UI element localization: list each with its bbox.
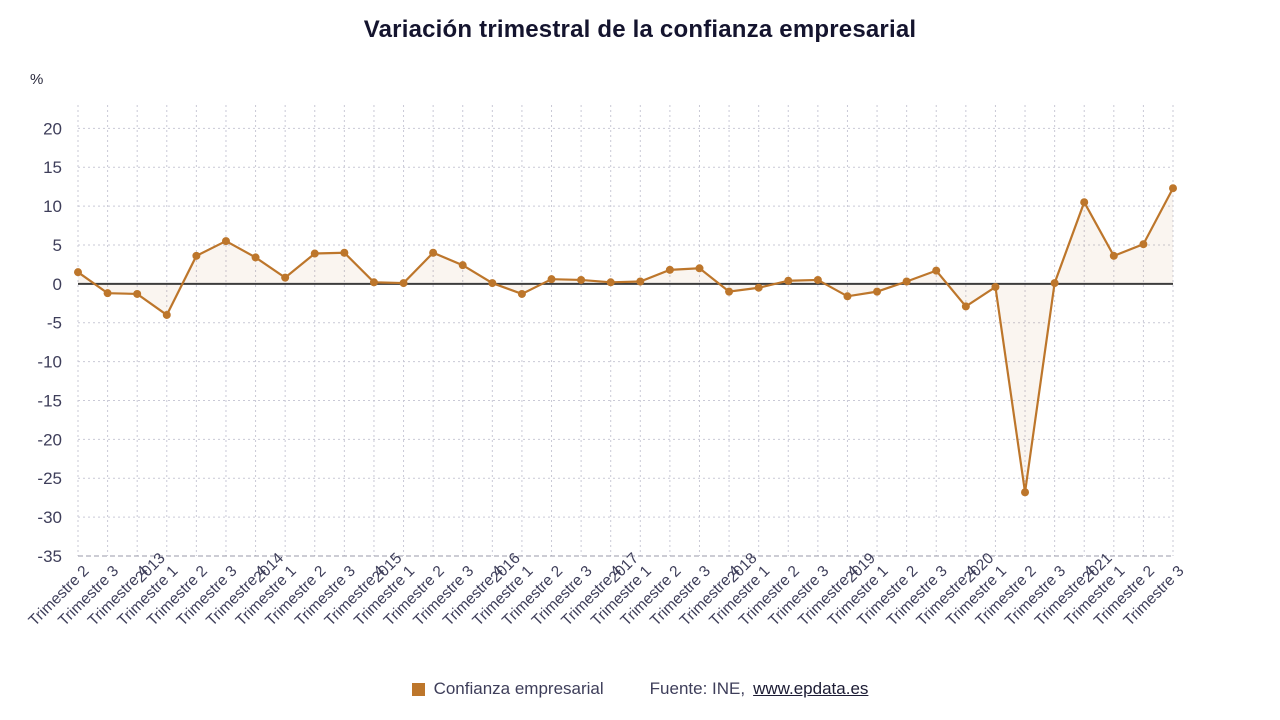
y-tick-label: -20 — [37, 430, 62, 449]
data-point[interactable] — [991, 282, 1000, 291]
legend-series-label: Confianza empresarial — [433, 679, 604, 698]
data-point[interactable] — [1021, 488, 1030, 497]
legend: Confianza empresarial Fuente: INE, www.e… — [0, 676, 1280, 702]
y-tick-label: 15 — [43, 158, 62, 177]
data-point[interactable] — [784, 276, 793, 285]
data-point[interactable] — [399, 279, 408, 288]
y-tick-label: -5 — [47, 314, 62, 333]
data-point[interactable] — [1169, 184, 1177, 193]
data-point[interactable] — [74, 268, 82, 277]
series-line — [77, 187, 1174, 493]
data-point[interactable] — [902, 277, 911, 286]
data-point[interactable] — [725, 287, 734, 296]
data-point[interactable] — [754, 283, 763, 292]
y-tick-label: -25 — [37, 469, 62, 488]
data-point[interactable] — [458, 261, 467, 270]
y-tick-label: -15 — [37, 391, 62, 410]
data-point[interactable] — [577, 275, 586, 284]
data-point[interactable] — [221, 237, 230, 246]
data-point[interactable] — [665, 265, 674, 274]
y-tick-label: -35 — [37, 547, 62, 566]
source-label: Fuente: INE, — [649, 679, 746, 698]
data-point[interactable] — [310, 249, 319, 258]
y-tick-label: -10 — [37, 353, 62, 372]
data-point[interactable] — [961, 302, 970, 311]
data-point[interactable] — [813, 275, 822, 284]
data-point[interactable] — [488, 279, 497, 288]
data-point[interactable] — [517, 289, 526, 298]
data-point[interactable] — [1050, 279, 1059, 288]
legend-marker — [411, 682, 425, 696]
data-point[interactable] — [547, 275, 556, 284]
y-tick-label: -30 — [37, 508, 62, 527]
y-axis-unit-label: % — [30, 71, 44, 88]
data-point[interactable] — [133, 289, 142, 298]
chart-title: Variación trimestral de la confianza emp… — [363, 16, 917, 43]
data-point[interactable] — [281, 273, 290, 282]
data-point[interactable] — [162, 310, 171, 319]
y-tick-label: 20 — [43, 119, 62, 138]
data-point[interactable] — [606, 278, 615, 287]
data-point[interactable] — [340, 248, 349, 257]
data-point[interactable] — [932, 266, 941, 275]
data-point[interactable] — [1139, 240, 1148, 249]
data-point[interactable] — [103, 289, 112, 298]
data-point[interactable] — [636, 277, 645, 286]
data-point[interactable] — [369, 278, 378, 287]
data-point[interactable] — [1080, 198, 1089, 207]
y-tick-label: 5 — [53, 236, 62, 255]
data-point[interactable] — [873, 287, 882, 296]
data-point[interactable] — [429, 248, 438, 257]
data-point[interactable] — [843, 292, 852, 301]
data-point[interactable] — [251, 253, 260, 262]
y-tick-label: 0 — [53, 275, 62, 294]
source-link[interactable]: www.epdata.es — [753, 679, 869, 698]
data-point[interactable] — [1109, 251, 1118, 260]
y-tick-label: 10 — [43, 197, 62, 216]
data-point[interactable] — [695, 264, 704, 273]
series-area — [78, 188, 1173, 493]
data-point[interactable] — [192, 251, 201, 260]
